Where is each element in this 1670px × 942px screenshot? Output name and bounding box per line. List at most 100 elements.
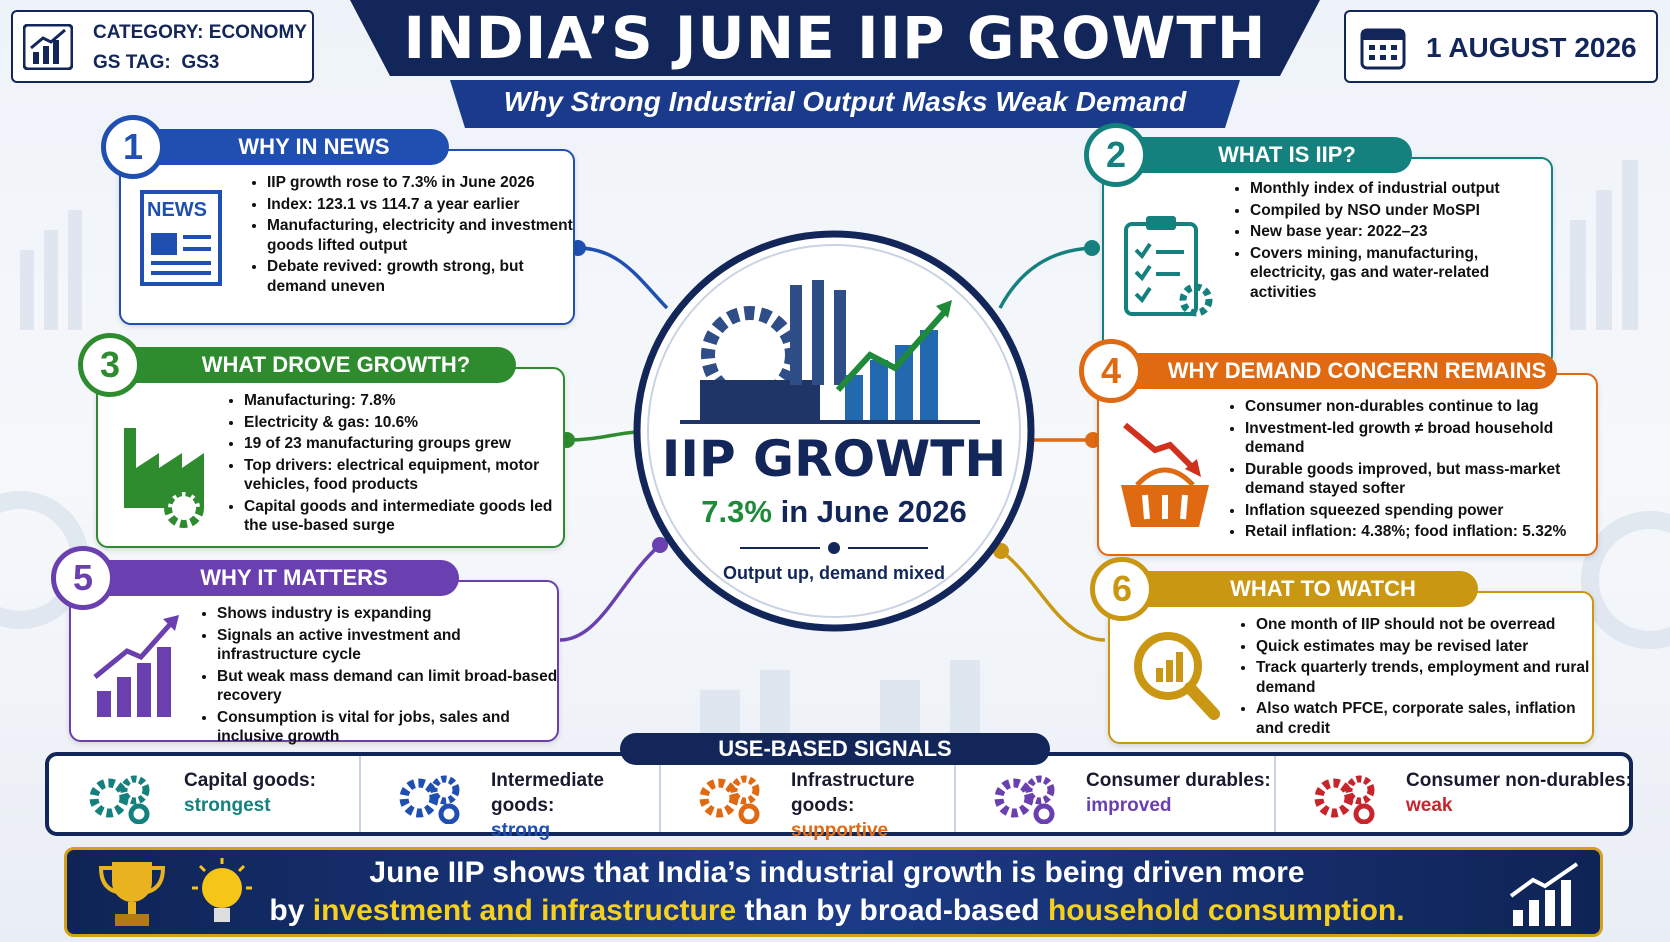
news-label: NEWS xyxy=(147,199,207,221)
center-period: in June 2026 xyxy=(780,494,967,529)
bullet: Retail inflation: 4.38%; food inflation:… xyxy=(1245,522,1601,542)
section-icon xyxy=(87,611,187,726)
calendar-icon xyxy=(1360,24,1406,75)
bullet: Investment-led growth ≠ broad household … xyxy=(1245,419,1601,458)
bulb-icon xyxy=(187,856,257,937)
section-icon xyxy=(1126,618,1226,733)
bullet: IIP growth rose to 7.3% in June 2026 xyxy=(267,173,578,193)
section-box: One month of IIP should not be overreadQ… xyxy=(1108,591,1594,744)
section-icon xyxy=(1115,415,1215,540)
footer-banner: June IIP shows that India’s industrial g… xyxy=(64,847,1603,937)
spacer xyxy=(171,52,182,73)
section-number: 3 xyxy=(78,333,142,397)
bullet: 19 of 23 manufacturing groups grew xyxy=(244,434,568,454)
signal-icon xyxy=(699,768,771,831)
tag-value: GS3 xyxy=(181,52,220,73)
tag-label: GS TAG: xyxy=(93,52,171,73)
section-number: 6 xyxy=(1090,557,1154,621)
category-icon xyxy=(22,23,74,75)
bullet: Electricity & gas: 10.6% xyxy=(244,413,568,433)
signal-text: Capital goods: strongest xyxy=(184,768,316,818)
category-label: CATEGORY: xyxy=(93,22,204,43)
bullet: Capital goods and intermediate goods led… xyxy=(244,497,568,536)
section-box: Monthly index of industrial outputCompil… xyxy=(1102,157,1553,367)
category-value: ECONOMY xyxy=(208,22,307,43)
signal-item: Infrastructure goods: supportive xyxy=(659,756,954,841)
section-icon xyxy=(1120,212,1215,327)
signal-label: Consumer durables: xyxy=(1086,770,1271,791)
signal-icon xyxy=(994,768,1066,831)
bullet: Manufacturing, electricity and investmen… xyxy=(267,216,578,255)
signal-status: strongest xyxy=(184,795,271,816)
section-box: Consumer non-durables continue to lagInv… xyxy=(1097,373,1598,556)
bullet: Consumption is vital for jobs, sales and… xyxy=(217,708,562,747)
signals-title: USE-BASED SIGNALS xyxy=(620,733,1050,765)
signal-text: Consumer non-durables: weak xyxy=(1406,768,1632,818)
center-caption: Output up, demand mixed xyxy=(722,563,945,583)
bullet-list: Consumer non-durables continue to lagInv… xyxy=(1227,397,1601,544)
section-box: Manufacturing: 7.8%Electricity & gas: 10… xyxy=(96,367,565,548)
section-tab: WHY DEMAND CONCERN REMAINS xyxy=(1127,353,1557,389)
signal-status: supportive xyxy=(791,820,889,841)
signal-status: weak xyxy=(1406,795,1453,816)
footer-lead: by xyxy=(269,894,305,927)
section-tab: WHAT TO WATCH xyxy=(1138,571,1478,607)
spacer xyxy=(736,894,744,927)
signal-icon xyxy=(399,768,471,831)
section-number: 5 xyxy=(51,546,115,610)
bullet: Debate revived: growth strong, but deman… xyxy=(267,257,578,296)
bullet: Track quarterly trends, employment and r… xyxy=(1256,658,1597,697)
spacer xyxy=(772,494,781,529)
signal-label: Infrastructure goods: xyxy=(791,770,915,816)
section-tab: WHY IN NEWS xyxy=(149,129,449,165)
spacer xyxy=(304,894,312,927)
section-tab: WHY IT MATTERS xyxy=(99,560,459,596)
footer-middle: than by broad-based xyxy=(744,894,1040,927)
signal-text: Infrastructure goods: supportive xyxy=(791,768,954,843)
bullet-list: Manufacturing: 7.8%Electricity & gas: 10… xyxy=(226,391,568,538)
trophy-icon xyxy=(97,858,167,935)
signal-item: Consumer non-durables: weak xyxy=(1274,756,1634,832)
footer-highlight: investment and infrastructure xyxy=(312,894,737,927)
bullet: New base year: 2022–23 xyxy=(1250,222,1556,242)
bullet: Consumer non-durables continue to lag xyxy=(1245,397,1601,417)
center-value: 7.3% xyxy=(701,494,772,529)
center-value-line: 7.3% in June 2026 xyxy=(634,494,1034,530)
category-box: CATEGORY: ECONOMY GS TAG: GS3 xyxy=(11,10,314,83)
section-icon: NEWS xyxy=(137,187,227,292)
bullet: Durable goods improved, but mass-market … xyxy=(1245,460,1601,499)
signal-item: Consumer durables: improved xyxy=(954,756,1274,832)
section-number: 1 xyxy=(101,115,165,179)
signal-text: Consumer durables: improved xyxy=(1086,768,1271,818)
section-tab: WHAT DROVE GROWTH? xyxy=(126,347,516,383)
bullet: Inflation squeezed spending power xyxy=(1245,501,1601,521)
signal-text: Intermediate goods: strong xyxy=(491,768,659,843)
date: 1 AUGUST 2026 xyxy=(1426,32,1637,63)
bullet: Index: 123.1 vs 114.7 a year earlier xyxy=(267,195,578,215)
bullet: Shows industry is expanding xyxy=(217,604,562,624)
section-icon xyxy=(114,408,214,533)
date-box: 1 AUGUST 2026 xyxy=(1344,10,1658,83)
section-number: 2 xyxy=(1084,123,1148,187)
tag-line: GS TAG: GS3 xyxy=(93,52,219,74)
signal-label: Consumer non-durables: xyxy=(1406,770,1632,791)
subtitle: Why Strong Industrial Output Masks Weak … xyxy=(503,86,1187,117)
bullet-list: Shows industry is expandingSignals an ac… xyxy=(199,604,562,749)
center-title: IIP GROWTH xyxy=(661,430,1007,488)
bullet: But weak mass demand can limit broad-bas… xyxy=(217,667,562,706)
section-number: 4 xyxy=(1079,339,1143,403)
signal-item: Capital goods: strongest xyxy=(49,756,359,832)
signal-icon xyxy=(89,768,161,831)
bullet: Quick estimates may be revised later xyxy=(1256,637,1597,657)
signal-icon xyxy=(1314,768,1386,831)
category-line: CATEGORY: ECONOMY xyxy=(93,22,307,44)
signal-status: strong xyxy=(491,820,551,841)
bullet: Also watch PFCE, corporate sales, inflat… xyxy=(1256,699,1597,738)
bullet: Monthly index of industrial output xyxy=(1250,179,1556,199)
signal-status: improved xyxy=(1086,795,1172,816)
bullet: Covers mining, manufacturing, electricit… xyxy=(1250,244,1556,303)
section-tab: WHAT IS IIP? xyxy=(1132,137,1412,173)
